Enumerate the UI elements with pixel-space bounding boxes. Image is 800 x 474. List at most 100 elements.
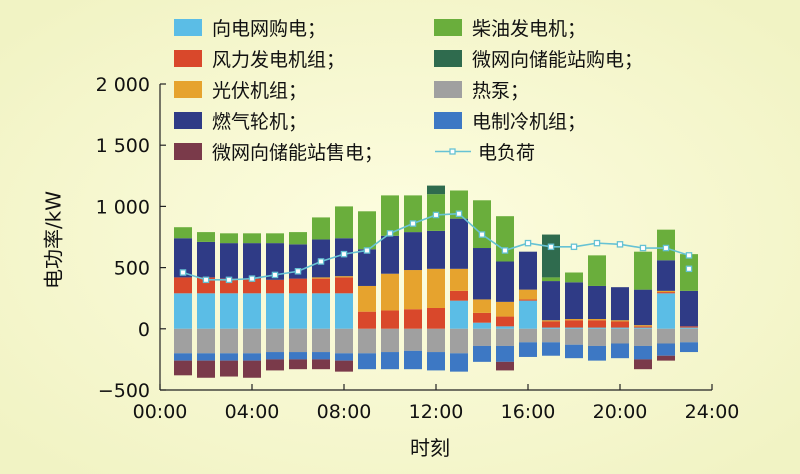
bar-segment-buy_from_grid [657,293,675,329]
bar-segment-diesel [565,272,583,283]
bar-segment-diesel [404,195,422,233]
line-marker-icon [435,148,471,155]
legend-label: 柴油发电机； [472,18,587,40]
legend-item: 燃气轮机； [174,107,434,134]
bar-segment-chiller [657,343,675,356]
legend-item: 向电网购电； [174,14,434,41]
bar-segment-wind [335,277,353,294]
bar-segment-heat_pump [335,328,353,354]
bar-segment-solar [565,319,583,321]
bar-segment-gas_turbine [266,243,284,280]
bar-segment-heat_pump [220,328,238,354]
bar-segment-heat_pump [289,328,307,353]
bar-segment-wind [473,312,491,323]
legend-item: 热泵； [434,76,704,103]
bar-segment-wind [358,311,376,329]
bar-segment-diesel [496,216,514,262]
bar-segment-buy_from_grid [588,327,606,329]
bar-segment-solar [542,320,560,322]
load-line-marker [685,252,693,259]
bar-segment-gas_turbine [680,290,698,327]
bar-segment-diesel [634,251,652,290]
bar-segment-chiller [611,343,629,359]
bar-segment-diesel [473,200,491,249]
y-tick-label: 2 000 [96,74,150,96]
bar-segment-solar [473,299,491,313]
bar-segment-diesel [312,217,330,240]
bar-segment-gas_turbine [634,289,652,326]
swatch-icon [434,50,462,67]
bar-segment-microgrid_sell_to_storage [496,361,514,371]
bar-segment-buy_from_grid [565,327,583,329]
bar-segment-chiller [381,352,399,370]
load-line-marker [524,239,532,247]
bar-segment-heat_pump [680,328,698,343]
bar-segment-gas_turbine [358,249,376,286]
legend-label: 燃气轮机； [212,111,308,133]
bar-segment-gas_turbine [427,230,445,269]
bar-segment-gas_turbine [174,238,192,278]
y-tick-label: −500 [98,380,150,402]
load-line-marker [501,247,509,254]
bar-segment-wind [611,321,629,328]
bar-segment-wind [634,326,652,328]
bar-segment-buy_from_grid [634,327,652,329]
bar-segment-microgrid_sell_to_storage [220,360,238,377]
load-line-marker [685,265,693,273]
legend-item: 微网向储能站售电； [174,138,434,165]
bar-segment-chiller [312,352,330,360]
y-tick-label: 0 [138,319,150,341]
bar-segment-solar [427,268,445,308]
bar-segment-chiller [496,345,514,362]
load-line-marker [455,210,463,217]
bar-segment-chiller [197,353,215,361]
bar-segment-chiller [289,352,307,360]
bar-segment-microgrid_buy_from_storage [542,234,560,278]
bar-segment-gas_turbine [243,243,261,279]
bar-segment-buy_from_grid [542,327,560,329]
bar-segment-diesel [450,190,468,219]
swatch-icon [434,19,462,36]
legend-label: 光伏机组； [212,80,308,102]
bar-segment-diesel [335,206,353,239]
bar-segment-wind [197,277,215,294]
bar-segment-wind [657,292,675,294]
bar-segment-solar [588,319,606,321]
bar-segment-diesel [174,227,192,239]
swatch-icon [174,50,202,67]
bar-segment-wind [243,278,261,294]
bar-segment-buy_from_grid [289,293,307,329]
x-tick-label: 04:00 [225,401,280,423]
bar-segment-gas_turbine [197,241,215,278]
bar-segment-diesel [588,255,606,286]
bar-segment-buy_from_grid [243,293,261,329]
legend-label: 电制冷机组； [472,111,587,133]
bar-segment-gas_turbine [473,248,491,300]
bar-segment-buy_from_grid [174,293,192,329]
bar-segment-gas_turbine [542,281,560,321]
legend-label: 向电网购电； [212,18,327,40]
y-tick-label: 1 500 [96,135,150,157]
bar-segment-solar [519,289,537,300]
bar-segment-buy_from_grid [473,322,491,329]
load-line-marker [363,247,371,254]
bar-segment-wind [427,307,445,329]
load-line-marker [616,241,624,248]
bar-segment-heat_pump [634,328,652,346]
bar-segment-buy_from_grid [312,293,330,329]
bar-segment-wind [542,321,560,328]
bar-segment-chiller [680,342,698,353]
load-line-marker [179,269,187,276]
bar-segment-wind [496,316,514,327]
legend-label: 风力发电机组； [212,49,346,71]
bar-segment-gas_turbine [381,235,399,274]
bar-segment-diesel [220,233,238,244]
swatch-icon [434,81,462,98]
bar-segment-microgrid_sell_to_storage [634,359,652,370]
load-line-marker [340,250,348,258]
x-axis-title: 时刻 [410,436,450,460]
bar-segment-solar [450,268,468,291]
bar-segment-heat_pump [197,328,215,354]
x-tick-label: 16:00 [501,401,556,423]
